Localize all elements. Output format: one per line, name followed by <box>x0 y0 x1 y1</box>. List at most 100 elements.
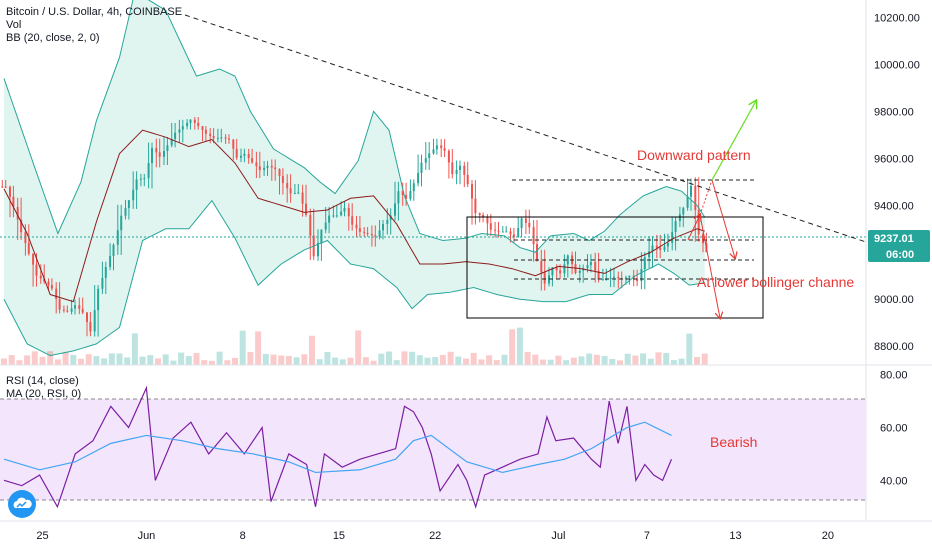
candle-body <box>386 219 389 225</box>
volume-bar <box>524 351 531 365</box>
candle-body <box>540 260 543 273</box>
candle-body <box>702 234 704 244</box>
volume-bar <box>85 354 92 365</box>
time-tick-label: Jul <box>551 530 565 542</box>
volume-bar <box>655 352 662 365</box>
candle-body <box>405 195 408 199</box>
price-pane[interactable] <box>1 0 708 365</box>
candle-body <box>74 305 76 309</box>
legend-title: Bitcoin / U.S. Dollar, 4h, COINBASE <box>6 6 183 18</box>
volume-bar <box>478 359 485 365</box>
candle-body <box>197 122 200 127</box>
volume-bar <box>309 335 315 365</box>
candle-body <box>351 216 354 225</box>
candle-body <box>186 122 189 127</box>
candle-body <box>628 275 631 278</box>
volume-bar <box>670 360 677 365</box>
candle-body <box>324 222 327 230</box>
volume-bar <box>540 359 546 365</box>
rsi-axis[interactable]: 80.00 60.00 40.00 <box>880 370 908 488</box>
volume-bar <box>640 353 647 365</box>
candle-body <box>428 153 431 159</box>
candle-body <box>147 163 150 179</box>
candle-body <box>104 267 107 278</box>
volume-bars <box>1 327 708 365</box>
volume-bar <box>694 357 700 365</box>
volume-bar <box>232 357 238 365</box>
candle-body <box>320 229 323 243</box>
candle-body <box>270 165 273 168</box>
candle-body <box>636 278 639 282</box>
legend-main: Bitcoin / U.S. Dollar, 4h, COINBASE Vol … <box>6 6 182 45</box>
volume-bar <box>1 358 7 365</box>
candle-body <box>536 244 538 261</box>
volume-bar <box>378 353 385 365</box>
volume-bar <box>455 356 462 365</box>
time-tick-label: Jun <box>138 530 156 542</box>
candle-body <box>201 126 204 130</box>
candle-body <box>97 288 100 311</box>
volume-bar <box>224 360 231 365</box>
price-tick-label: 8800.00 <box>874 341 914 353</box>
volume-bar <box>532 354 539 365</box>
candle-body <box>609 277 612 279</box>
candle-body <box>27 242 30 254</box>
volume-bar <box>78 358 84 365</box>
time-axis[interactable]: 25 Jun 8 15 22 Jul 7 13 20 <box>36 530 834 542</box>
candle-body <box>166 145 169 152</box>
candle-body <box>86 312 88 322</box>
candle-body <box>266 165 269 168</box>
candle-body <box>678 214 681 221</box>
rsi-pane[interactable]: Bearish <box>0 385 866 509</box>
candle-body <box>228 138 230 140</box>
rsi-ma-series-line <box>3 421 672 474</box>
price-axis[interactable]: 10200.0010000.009800.009600.009400.00920… <box>874 12 920 353</box>
candle-body <box>55 288 58 300</box>
volume-bar <box>463 358 469 365</box>
candle-body <box>9 186 11 197</box>
volume-bar <box>16 360 23 365</box>
price-tick-label: 10000.00 <box>874 59 920 71</box>
last-price-label: 9237.01 06:00 <box>868 230 930 262</box>
candle-body <box>397 191 400 204</box>
candle-body <box>170 138 173 146</box>
candle-body <box>486 216 489 224</box>
candle-body <box>109 255 112 268</box>
volume-bar <box>516 327 523 365</box>
volume-bar <box>131 333 138 365</box>
candle-body <box>417 172 420 184</box>
candle-body <box>209 133 212 137</box>
bollinger-band-fill <box>4 0 705 356</box>
candle-body <box>204 129 207 134</box>
candle-body <box>694 185 697 211</box>
consolidation-box <box>466 216 764 319</box>
volume-bar <box>262 353 269 365</box>
candle-body <box>463 165 466 175</box>
candle-body <box>401 191 404 196</box>
volume-bar <box>24 355 31 365</box>
volume-bar <box>501 354 508 365</box>
candle-body <box>451 162 454 175</box>
candle-body <box>690 185 692 197</box>
candle-body <box>370 233 373 236</box>
volume-bar <box>139 356 146 365</box>
volume-bar <box>617 360 623 365</box>
volume-bar <box>393 360 400 365</box>
candle-body <box>151 147 153 164</box>
candle-body <box>232 139 235 149</box>
candle-body <box>497 230 500 232</box>
volume-bar <box>570 357 577 365</box>
volume-bar <box>185 356 192 365</box>
rsi-tick-label: 40.00 <box>880 475 908 487</box>
time-tick-label: 15 <box>333 530 345 542</box>
candle-body <box>374 235 377 237</box>
candle-body <box>255 162 258 167</box>
annotation-downward: Downward pattern <box>637 147 751 163</box>
candle-body <box>366 232 369 234</box>
volume-bar <box>270 354 277 365</box>
candle-body <box>216 137 219 139</box>
tradingview-logo[interactable] <box>8 490 36 518</box>
legend-bb: BB (20, close, 2, 0) <box>6 32 100 44</box>
volume-bar <box>332 357 339 365</box>
